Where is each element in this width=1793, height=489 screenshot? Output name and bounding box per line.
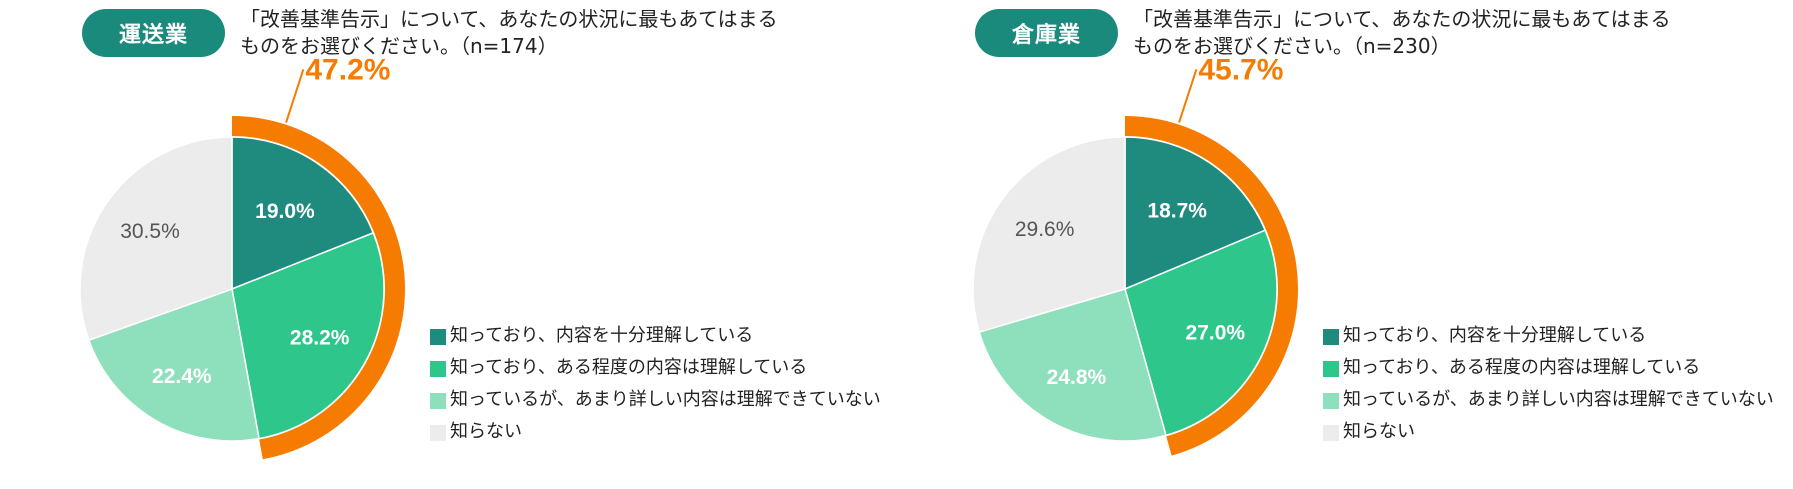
slice-value-label: 22.4% <box>152 365 212 388</box>
legend-item: 知っており、ある程度の内容は理解している <box>1323 352 1783 384</box>
legend-label: 知っており、ある程度の内容は理解している <box>450 357 808 378</box>
question-line-2: ものをお選びください。（n=230） <box>1133 34 1451 58</box>
legend-swatch <box>1323 393 1339 409</box>
legend-item: 知っているが、あまり詳しい内容は理解できていない <box>1323 384 1783 416</box>
panel-warehouse: 倉庫業 「改善基準告示」について、あなたの状況に最もあてはまる ものをお選びくだ… <box>893 0 1789 489</box>
pie-chart-transport: 47.2% 19.0% 28.2% 22.4% 30.5% <box>79 53 405 460</box>
question-text: 「改善基準告示」について、あなたの状況に最もあてはまる ものをお選びください。（… <box>1133 6 1671 60</box>
legend-label: 知っているが、あまり詳しい内容は理解できていない <box>1343 389 1774 410</box>
slice-value-label: 27.0% <box>1186 322 1246 345</box>
pie-slice <box>972 136 1126 333</box>
slice-value-label: 28.2% <box>290 327 350 350</box>
legend-label: 知らない <box>1343 421 1415 442</box>
pie-slice <box>231 136 375 291</box>
pie-slice <box>231 231 385 440</box>
highlight-ring <box>1125 116 1298 456</box>
pie-slice <box>978 288 1167 442</box>
legend-item: 知っており、内容を十分理解している <box>430 320 890 352</box>
legend-item: 知っており、ある程度の内容は理解している <box>430 352 890 384</box>
legend-label: 知っており、ある程度の内容は理解している <box>1343 357 1701 378</box>
slice-value-label: 29.6% <box>1015 218 1075 241</box>
question-line-2: ものをお選びください。（n=174） <box>240 34 558 58</box>
pie-slice <box>1124 136 1267 291</box>
annotation-leader-line <box>285 68 305 123</box>
question-line-1: 「改善基準告示」について、あなたの状況に最もあてはまる <box>1133 7 1671 31</box>
question-text: 「改善基準告示」について、あなたの状況に最もあてはまる ものをお選びください。（… <box>240 6 778 60</box>
legend-label: 知っており、内容を十分理解している <box>1343 325 1647 346</box>
slice-value-label: 18.7% <box>1147 200 1207 223</box>
slice-value-label: 24.8% <box>1047 366 1107 389</box>
panel-transport: 運送業 「改善基準告示」について、あなたの状況に最もあてはまる ものをお選びくだ… <box>0 0 896 489</box>
industry-badge: 運送業 <box>82 9 225 57</box>
legend-item: 知らない <box>1323 416 1783 448</box>
legend-label: 知らない <box>450 421 522 442</box>
pie-slice <box>79 136 233 342</box>
legend-label: 知っているが、あまり詳しい内容は理解できていない <box>450 389 881 410</box>
legend-swatch <box>1323 361 1339 377</box>
annotation-leader-line <box>1178 68 1198 123</box>
slice-value-label: 30.5% <box>120 220 180 243</box>
industry-badge: 倉庫業 <box>975 9 1118 57</box>
legend-swatch <box>430 425 446 441</box>
question-line-1: 「改善基準告示」について、あなたの状況に最もあてはまる <box>240 7 778 31</box>
pie-slice <box>87 287 260 442</box>
slice-value-label: 19.0% <box>255 200 315 223</box>
legend: 知っており、内容を十分理解している 知っており、ある程度の内容は理解している 知… <box>1323 320 1783 448</box>
legend-swatch <box>430 361 446 377</box>
highlight-ring <box>232 116 405 460</box>
legend-item: 知らない <box>430 416 890 448</box>
pie-chart-warehouse: 45.7% 18.7% 27.0% 24.8% 29.6% <box>972 53 1298 456</box>
legend-item: 知っているが、あまり詳しい内容は理解できていない <box>430 384 890 416</box>
pie-slice <box>1124 229 1278 437</box>
highlight-total-label: 45.7% <box>1198 53 1283 86</box>
highlight-total-label: 47.2% <box>305 53 390 86</box>
legend-swatch <box>1323 329 1339 345</box>
legend-label: 知っており、内容を十分理解している <box>450 325 754 346</box>
legend-swatch <box>430 329 446 345</box>
legend-item: 知っており、内容を十分理解している <box>1323 320 1783 352</box>
legend-swatch <box>430 393 446 409</box>
legend-swatch <box>1323 425 1339 441</box>
legend: 知っており、内容を十分理解している 知っており、ある程度の内容は理解している 知… <box>430 320 890 448</box>
